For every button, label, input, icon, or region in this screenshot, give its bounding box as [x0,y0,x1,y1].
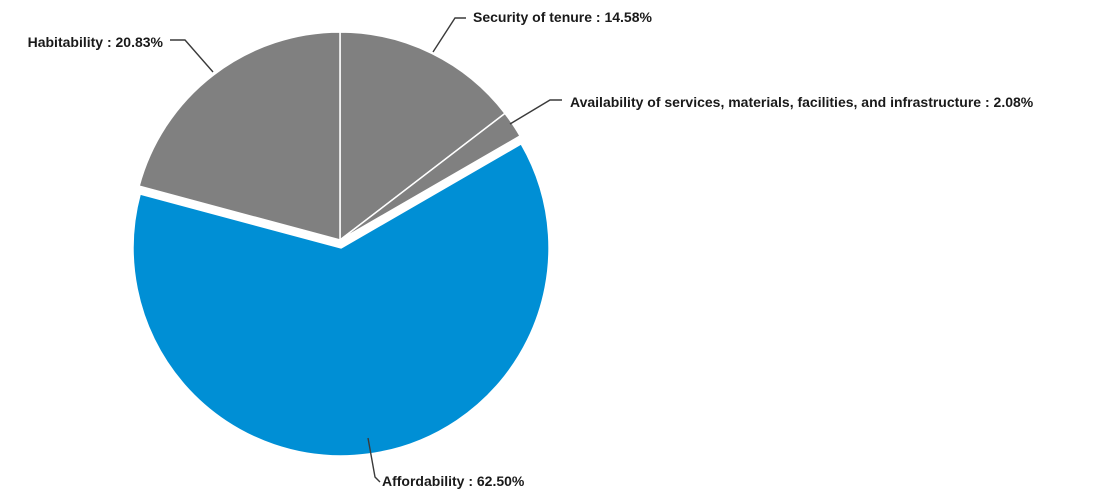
pie-slice-affordability [132,143,550,457]
slice-labels: Security of tenure : 14.58% Availability … [28,9,1034,489]
pie-slice-habitability [138,31,341,241]
slice-label-habitability: Habitability : 20.83% [28,34,164,50]
leader-line-availability-of-services-materials-facilities-and-infrastructure [509,99,562,125]
leader-line-habitability [170,39,214,73]
leader-line-security-of-tenure [432,17,466,53]
pie-slice-security-of-tenure [339,31,506,241]
pie-slice-availability-of-services-materials-facilities-and-infrastructure [339,112,521,241]
slice-label-security-of-tenure: Security of tenure : 14.58% [473,9,653,25]
pie-slices [132,31,550,457]
leader-line-affordability [367,437,381,483]
slice-label-availability-of-services-materials-facilities-and-infrastructure: Availability of services, materials, fac… [570,94,1034,110]
slice-label-affordability: Affordability : 62.50% [382,473,525,489]
leader-lines [170,17,562,483]
